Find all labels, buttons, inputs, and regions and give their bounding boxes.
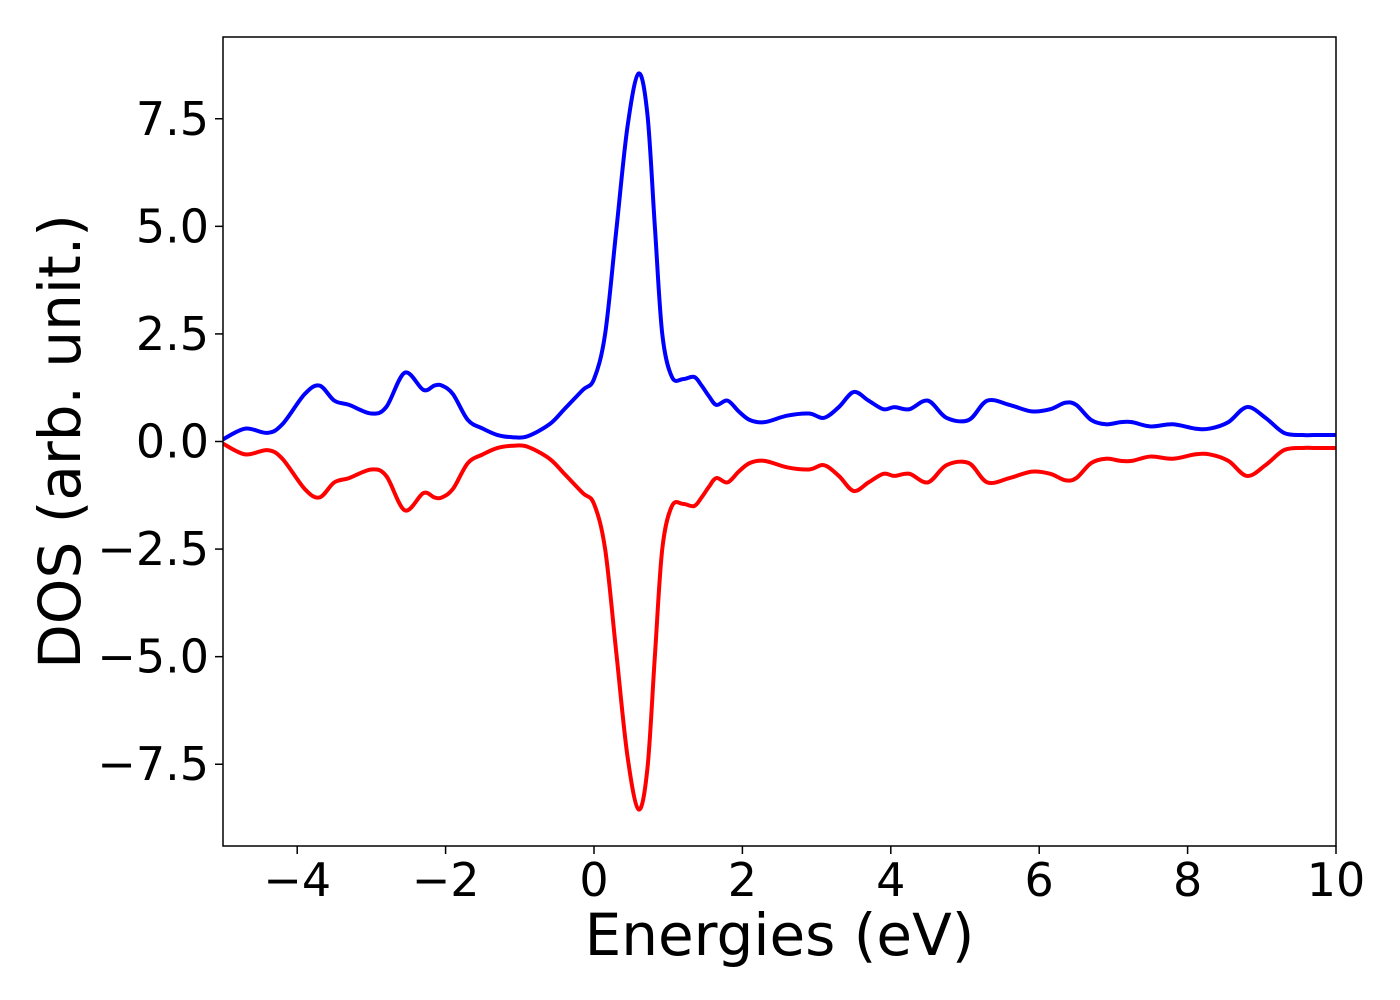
y-axis-ticks: 7.5 5.0 2.5 0.0 −2.5 −5.0 −7.5 <box>97 92 223 791</box>
y-axis-label: DOS (arb. unit.) <box>26 214 94 669</box>
plot-frame <box>222 36 1337 847</box>
x-tick-label: −4 <box>263 853 331 907</box>
x-axis-ticks: −4 −2 0 2 4 6 8 10 <box>263 846 1365 907</box>
y-tick-label: 7.5 <box>136 92 209 146</box>
x-tick-label: −2 <box>412 853 480 907</box>
x-tick-label: 6 <box>1025 853 1054 907</box>
x-tick-label: 10 <box>1307 853 1366 907</box>
series-line-1 <box>223 71 1336 442</box>
x-tick-label: 2 <box>728 853 757 907</box>
x-tick-label: 4 <box>876 853 905 907</box>
y-tick-label: −7.5 <box>97 737 209 791</box>
y-tick-label: 2.5 <box>136 307 209 361</box>
y-tick-label: 0.0 <box>136 415 209 469</box>
x-axis-label: Energies (eV) <box>585 901 975 969</box>
x-tick-label: 0 <box>579 853 608 907</box>
y-tick-label: −2.5 <box>97 522 209 576</box>
series-layer <box>223 71 1336 812</box>
series-line-2 <box>223 441 1336 812</box>
y-tick-label: −5.0 <box>97 630 209 684</box>
x-tick-label: 8 <box>1173 853 1202 907</box>
y-tick-label: 5.0 <box>136 199 209 253</box>
